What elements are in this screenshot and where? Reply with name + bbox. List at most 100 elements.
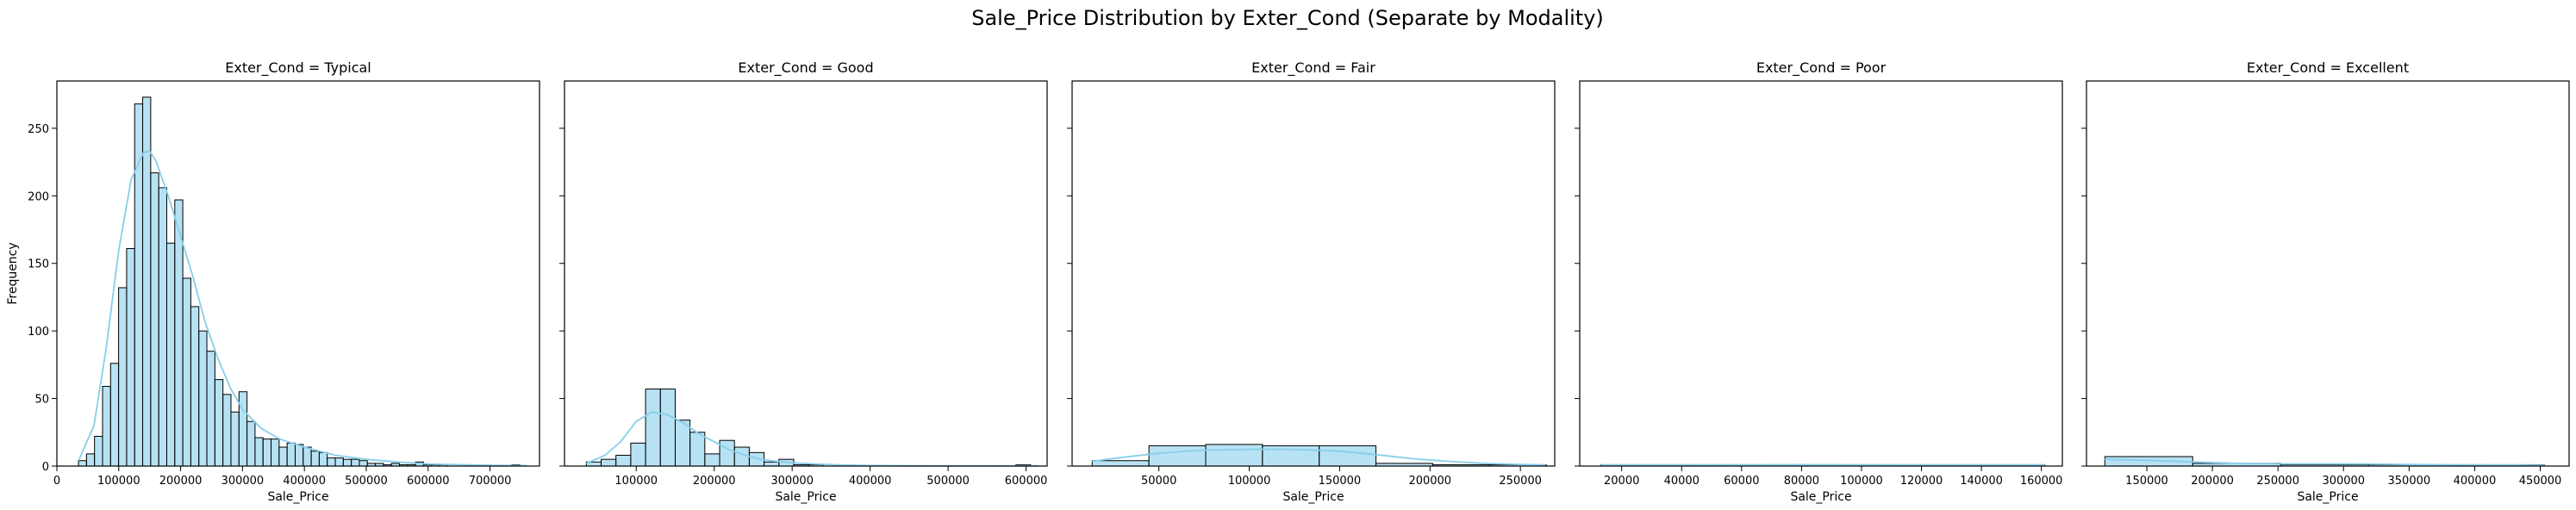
histogram-bar bbox=[254, 437, 264, 467]
histogram-bar bbox=[150, 172, 159, 467]
panel-3: Exter_Cond = Fair 50000 100000 150000 200000… bbox=[1067, 59, 1556, 504]
x-tick-label: 200000 bbox=[2191, 475, 2234, 488]
histogram-bar bbox=[659, 389, 676, 467]
panel-title: Exter_Cond = Fair bbox=[1251, 59, 1375, 77]
histogram-bar bbox=[303, 446, 312, 467]
y-tick-label: 50 bbox=[34, 394, 49, 407]
histogram-bar bbox=[342, 458, 352, 467]
x-tick-label: 80000 bbox=[1784, 475, 1819, 488]
histogram-bar bbox=[733, 446, 750, 467]
histogram-bar bbox=[310, 451, 320, 467]
histogram-bar bbox=[126, 247, 135, 467]
histogram-bar bbox=[262, 438, 272, 467]
panel-2: Exter_Cond = Good 100000 200000 300000 40000… bbox=[559, 59, 1048, 504]
histogram-bar bbox=[238, 391, 248, 467]
x-tick-label: 0 bbox=[53, 475, 60, 488]
x-tick-label: 120000 bbox=[1900, 475, 1943, 488]
histogram-bar bbox=[214, 379, 224, 467]
y-tick-label: 200 bbox=[28, 190, 49, 203]
kde-line bbox=[2105, 458, 2545, 466]
histogram-bar bbox=[206, 351, 215, 467]
axes-frame bbox=[56, 80, 540, 467]
histogram-bars bbox=[585, 389, 1032, 467]
x-axis-label: Sale_Price bbox=[775, 490, 836, 504]
panel-title: Exter_Cond = Excellent bbox=[2247, 59, 2409, 77]
x-tick-label: 200000 bbox=[693, 475, 736, 488]
panel-1: Exter_Cond = Typical 0 100000 200000 300000 4… bbox=[28, 59, 540, 504]
panel-title: Exter_Cond = Good bbox=[738, 59, 873, 77]
histogram-bar bbox=[271, 438, 280, 467]
histogram-bar bbox=[689, 432, 706, 467]
histogram-bar bbox=[278, 446, 288, 467]
x-tick-label: 350000 bbox=[2388, 475, 2431, 488]
histogram-bar bbox=[719, 439, 735, 467]
kde-line bbox=[1091, 448, 1546, 466]
histogram-bar bbox=[246, 420, 256, 467]
x-axis-label: Sale_Price bbox=[1790, 490, 1851, 504]
x-tick-label: 100000 bbox=[614, 475, 658, 488]
x-tick-label: 500000 bbox=[926, 475, 970, 488]
histogram-bar bbox=[165, 242, 176, 467]
histogram-bar bbox=[351, 458, 360, 467]
x-tick-label: 500000 bbox=[345, 475, 388, 488]
y-axis-label: Frequency bbox=[6, 242, 20, 304]
panel-5: Exter_Cond = Excellent 150000 200000 250000… bbox=[2081, 59, 2570, 504]
histogram-bar bbox=[327, 457, 336, 467]
histogram-bar bbox=[318, 451, 328, 467]
x-tick-label: 400000 bbox=[2454, 475, 2497, 488]
y-tick-label: 100 bbox=[28, 326, 49, 339]
histogram-bar bbox=[615, 454, 632, 467]
x-axis-label: Sale_Price bbox=[2297, 490, 2358, 504]
histogram-bar bbox=[78, 460, 87, 467]
axes-frame bbox=[2086, 80, 2570, 467]
x-tick-label: 250000 bbox=[1499, 475, 1542, 488]
y-tick-label: 150 bbox=[28, 258, 49, 271]
x-tick-label: 700000 bbox=[469, 475, 512, 488]
axes-frame bbox=[1579, 80, 2063, 467]
x-tick-label: 300000 bbox=[221, 475, 265, 488]
x-tick-label: 400000 bbox=[849, 475, 892, 488]
histogram-bar bbox=[1148, 445, 1207, 467]
x-tick-label: 300000 bbox=[2322, 475, 2365, 488]
kde-line bbox=[78, 150, 527, 467]
histogram-bar bbox=[1091, 460, 1150, 467]
x-tick-label: 100000 bbox=[97, 475, 140, 488]
histogram-bar bbox=[294, 444, 304, 467]
x-tick-label: 160000 bbox=[2020, 475, 2063, 488]
histogram-bar bbox=[94, 435, 103, 467]
histogram-bar bbox=[645, 389, 661, 467]
figure-title: Sale_Price Distribution by Exter_Cond (S… bbox=[971, 6, 1604, 30]
panel-title: Exter_Cond = Poor bbox=[1756, 59, 1887, 77]
x-tick-label: 100000 bbox=[1840, 475, 1883, 488]
histogram-bar bbox=[102, 385, 111, 467]
y-tick-label: 0 bbox=[42, 461, 49, 474]
x-tick-label: 450000 bbox=[2519, 475, 2562, 488]
histogram-bar bbox=[85, 453, 96, 467]
x-tick-label: 300000 bbox=[770, 475, 814, 488]
histogram-bar bbox=[222, 394, 232, 467]
x-tick-label: 50000 bbox=[1141, 475, 1176, 488]
x-tick-label: 150000 bbox=[2125, 475, 2168, 488]
x-tick-label: 40000 bbox=[1664, 475, 1700, 488]
histogram-bar bbox=[334, 457, 344, 467]
x-tick-label: 200000 bbox=[1408, 475, 1451, 488]
x-tick-label: 60000 bbox=[1724, 475, 1759, 488]
x-tick-label: 20000 bbox=[1604, 475, 1639, 488]
histogram-bar bbox=[704, 453, 720, 467]
histogram-bar bbox=[158, 187, 167, 467]
histogram-bar bbox=[198, 330, 208, 467]
histogram-bars bbox=[78, 96, 521, 467]
x-axis-label: Sale_Price bbox=[1282, 490, 1344, 504]
histogram-bar bbox=[1319, 445, 1377, 467]
histogram-bar bbox=[286, 442, 296, 467]
panel-4: Exter_Cond = Poor 20000 40000 60000 80000 100… bbox=[1575, 59, 2063, 504]
y-tick-label: 250 bbox=[28, 123, 49, 136]
histogram-bar bbox=[764, 461, 780, 467]
x-tick-label: 150000 bbox=[1319, 475, 1362, 488]
x-tick-label: 600000 bbox=[407, 475, 450, 488]
histogram-bar bbox=[230, 411, 240, 467]
x-axis-label: Sale_Price bbox=[267, 490, 328, 504]
histogram-bar bbox=[118, 287, 128, 467]
